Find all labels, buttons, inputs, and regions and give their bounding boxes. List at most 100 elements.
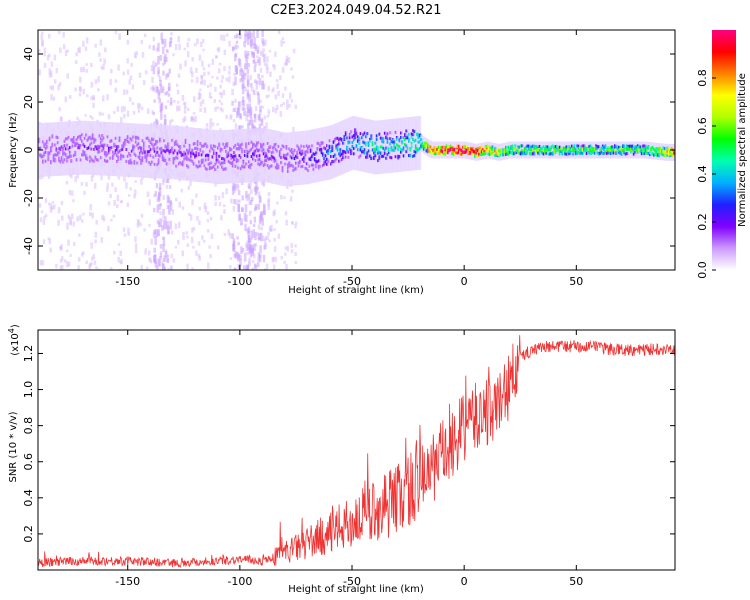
spectrum-ridge-cell xyxy=(348,136,352,140)
spectrum-ridge-cell xyxy=(288,147,291,151)
spectrum-noise-cell xyxy=(207,262,210,269)
spectrum-ridge-cell xyxy=(301,157,305,161)
spectrum-ridge-cell xyxy=(564,146,567,150)
spectrum-streak-cell xyxy=(249,251,253,258)
spectrum-ridge-cell xyxy=(110,146,114,150)
spectrum-ridge-cell xyxy=(391,148,395,152)
spectrum-noise-cell xyxy=(138,103,142,108)
spectrum-ridge-cell xyxy=(266,164,270,168)
spectrum-streak-cell xyxy=(234,76,237,86)
spectrum-ridge-cell xyxy=(386,137,389,141)
spectrum-ridge-cell xyxy=(109,139,112,143)
spectrum-ridge-cell xyxy=(425,141,428,145)
spectrum-noise-cell xyxy=(51,85,55,91)
spectrum-ridge-cell xyxy=(369,154,372,158)
spectrum-ridge-cell xyxy=(480,145,484,149)
spectrum-halo-cell xyxy=(370,119,373,174)
spectrum-ridge-cell xyxy=(533,144,536,148)
spectrum-noise-cell xyxy=(94,79,98,85)
spectrum-halo-cell xyxy=(269,129,272,184)
spectrum-ridge-cell xyxy=(42,154,45,158)
spectrum-ridge-cell xyxy=(557,147,560,151)
spectrum-noise-cell xyxy=(209,118,213,124)
spectrum-noise-cell xyxy=(164,74,168,80)
spectrum-ridge-cell xyxy=(338,138,341,142)
spectrum-ridge-cell xyxy=(564,152,567,156)
spectrum-noise-cell xyxy=(191,56,194,62)
spectrum-ridge-cell xyxy=(48,151,52,155)
spectrum-ridge-cell xyxy=(362,150,365,154)
spectrum-ridge-cell xyxy=(214,162,217,166)
spectrum-noise-cell xyxy=(51,205,54,211)
spectrum-ridge-cell xyxy=(58,147,61,151)
spectrum-ridge-cell xyxy=(517,150,520,154)
spectrum-noise-cell xyxy=(126,58,129,64)
spectrum-ridge-cell xyxy=(499,151,503,155)
spectrum-ridge-cell xyxy=(552,144,555,148)
spectrum-noise-cell xyxy=(68,94,72,99)
spectrum-ridge-cell xyxy=(321,152,325,156)
spectrum-ridge-cell xyxy=(70,154,73,158)
spectrum-streak-cell xyxy=(246,92,250,100)
spectrum-halo-cell xyxy=(604,141,607,159)
spectrum-halo-cell xyxy=(402,117,406,172)
spectrum-ridge-cell xyxy=(472,146,476,150)
spectrum-streak-cell xyxy=(157,67,160,75)
spectrum-ridge-cell xyxy=(82,143,85,147)
spectrum-streak-cell xyxy=(250,117,253,124)
spectrum-streak-cell xyxy=(166,49,169,54)
spectrum-ridge-cell xyxy=(627,148,630,152)
spectrum-ridge-cell xyxy=(296,156,299,160)
spectrum-ridge-cell xyxy=(124,142,127,146)
spectrum-noise-cell xyxy=(289,92,292,99)
spectrum-ridge-cell xyxy=(210,146,213,150)
spectrum-ridge-cell xyxy=(71,138,75,142)
spectrum-ridge-cell xyxy=(648,151,652,155)
spectrum-ridge-cell xyxy=(285,157,289,161)
spectrum-halo-cell xyxy=(266,128,270,183)
spectrum-noise-cell xyxy=(139,222,142,227)
spectrum-ridge-cell xyxy=(184,156,188,160)
spectrum-noise-cell xyxy=(294,221,298,225)
spectrum-noise-cell xyxy=(268,49,272,53)
spectrum-noise-cell xyxy=(197,253,201,258)
spectrum-ridge-cell xyxy=(324,154,328,158)
spectrum-noise-cell xyxy=(221,108,224,113)
spectrum-ridge-cell xyxy=(261,145,264,149)
spectrum-ridge-cell xyxy=(261,144,264,148)
spectrum-noise-cell xyxy=(70,173,73,179)
spectrum-ridge-cell xyxy=(418,134,422,138)
spectrum-noise-cell xyxy=(217,68,221,74)
spectrum-noise-cell xyxy=(86,94,89,98)
spectrum-ridge-cell xyxy=(447,149,450,153)
spectrum-streak-cell xyxy=(256,50,260,54)
spectrum-ridge-cell xyxy=(289,154,293,158)
spectrum-halo-cell xyxy=(651,142,655,160)
spectrum-noise-cell xyxy=(198,256,201,261)
spectrum-ridge-cell xyxy=(105,154,108,158)
spectrum-ridge-cell xyxy=(444,152,447,156)
spectrum-ridge-cell xyxy=(453,152,457,156)
spectrum-ridge-cell xyxy=(249,164,252,168)
spectrum-ridge-cell xyxy=(98,134,101,138)
spectrum-ridge-cell xyxy=(344,131,348,135)
spectrum-noise-cell xyxy=(79,214,82,221)
spectrogram-y-tick-label: -20 xyxy=(22,189,35,207)
snr-x-tick-label: -50 xyxy=(343,575,361,588)
spectrum-ridge-cell xyxy=(612,147,616,151)
spectrum-ridge-cell xyxy=(436,145,439,149)
spectrum-ridge-cell xyxy=(68,150,72,154)
spectrum-noise-cell xyxy=(123,233,127,238)
spectrum-noise-cell xyxy=(41,260,45,266)
spectrum-ridge-cell xyxy=(494,146,497,150)
spectrum-ridge-cell xyxy=(658,149,661,153)
spectrum-ridge-cell xyxy=(239,167,243,171)
spectrum-ridge-cell xyxy=(42,140,45,144)
spectrum-noise-cell xyxy=(134,248,138,254)
spectrum-ridge-cell xyxy=(251,145,255,149)
spectrum-ridge-cell xyxy=(125,159,128,163)
spectrum-ridge-cell xyxy=(523,151,527,155)
spectrum-ridge-cell xyxy=(542,145,546,149)
spectrum-ridge-cell xyxy=(219,149,223,153)
spectrum-streak-cell xyxy=(234,184,237,191)
